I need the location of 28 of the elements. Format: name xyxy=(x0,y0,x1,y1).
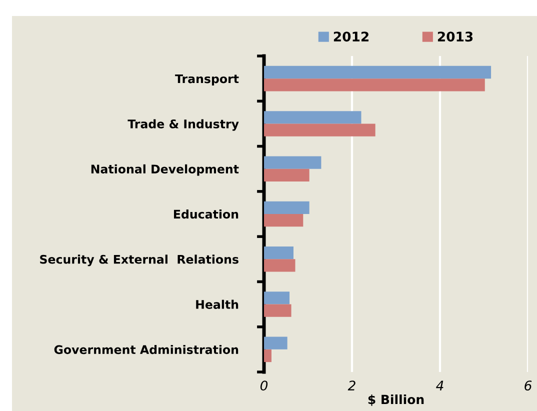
bar xyxy=(264,349,272,362)
x-tick-label: 2 xyxy=(348,380,356,390)
x-tick-label: 0 xyxy=(260,380,268,391)
bar xyxy=(264,201,310,214)
y-tick-label: Trade & Industry xyxy=(128,119,239,131)
y-tick-label: Health xyxy=(196,300,238,309)
y-tick-label: Government Administration xyxy=(54,344,238,354)
legend-label: 2013 xyxy=(438,32,473,42)
bar xyxy=(264,168,310,182)
bar xyxy=(264,336,288,350)
bar xyxy=(264,292,290,304)
y-tick-label: Transport xyxy=(175,74,239,86)
bar xyxy=(264,304,292,317)
y-tick-label: Security & External Relations xyxy=(40,254,238,266)
bar xyxy=(264,124,376,136)
bar xyxy=(264,214,304,227)
bar xyxy=(264,78,485,92)
legend-label: 2012 xyxy=(334,32,368,42)
bar xyxy=(264,156,322,169)
bar xyxy=(264,66,492,79)
y-tick-label: Education xyxy=(174,210,238,219)
bar xyxy=(264,111,362,124)
x-axis-title: $ Billion xyxy=(368,394,424,406)
x-tick-label: 6 xyxy=(524,380,532,391)
y-tick-label: National Development xyxy=(91,164,239,176)
x-tick-label: 4 xyxy=(436,380,444,390)
bar xyxy=(264,259,296,272)
bar xyxy=(264,246,294,260)
